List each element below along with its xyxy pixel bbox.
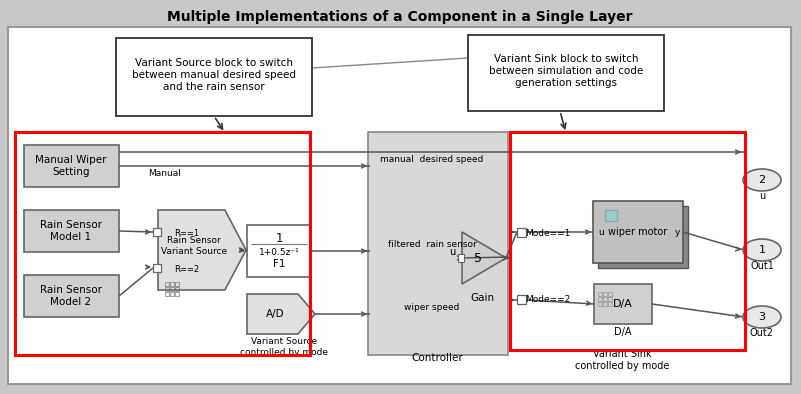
Text: Variant Sink block to switch
between simulation and code
generation settings: Variant Sink block to switch between sim… — [489, 54, 643, 88]
Text: manual  desired speed: manual desired speed — [380, 154, 484, 164]
Bar — [605, 210, 617, 221]
Bar — [153, 264, 161, 272]
Bar — [603, 292, 607, 296]
Bar — [175, 287, 179, 291]
Bar — [517, 295, 526, 304]
Bar — [175, 282, 179, 286]
Bar — [170, 287, 174, 291]
Bar — [603, 297, 607, 301]
Text: R==1: R==1 — [174, 229, 199, 238]
Bar — [458, 254, 464, 262]
Text: wiper speed: wiper speed — [405, 303, 460, 312]
Bar — [24, 145, 119, 187]
Bar — [598, 302, 602, 306]
Text: Variant Source
controlled by mode: Variant Source controlled by mode — [240, 337, 328, 357]
Ellipse shape — [743, 239, 781, 261]
Bar — [598, 206, 688, 268]
Bar — [598, 297, 602, 301]
Text: F1: F1 — [273, 259, 285, 269]
Text: Rain Sensor
Model 2: Rain Sensor Model 2 — [40, 285, 102, 307]
Bar — [165, 282, 169, 286]
Bar — [170, 282, 174, 286]
Text: 2: 2 — [759, 175, 766, 185]
Text: Variant Sink
controlled by mode: Variant Sink controlled by mode — [575, 349, 669, 371]
Bar — [608, 297, 612, 301]
Bar — [170, 292, 174, 296]
Text: D/A: D/A — [614, 327, 632, 337]
Ellipse shape — [743, 169, 781, 191]
Text: R==2: R==2 — [174, 266, 199, 275]
Bar — [24, 210, 119, 252]
Bar — [468, 35, 664, 111]
Text: Controller: Controller — [411, 353, 463, 363]
Text: wiper motor: wiper motor — [609, 227, 667, 237]
Text: u: u — [598, 227, 604, 236]
Text: 1: 1 — [276, 232, 283, 245]
Text: Manual Wiper
Setting: Manual Wiper Setting — [35, 155, 107, 177]
Bar — [603, 302, 607, 306]
Text: Mode==1: Mode==1 — [525, 229, 570, 238]
Text: u: u — [449, 247, 455, 257]
Text: Gain: Gain — [470, 293, 494, 303]
Bar — [608, 292, 612, 296]
Ellipse shape — [743, 306, 781, 328]
Text: Multiple Implementations of a Component in a Single Layer: Multiple Implementations of a Component … — [167, 10, 633, 24]
Polygon shape — [462, 232, 506, 284]
Text: A/D: A/D — [266, 309, 284, 319]
Text: Out1: Out1 — [750, 261, 774, 271]
Bar — [368, 132, 508, 355]
Text: Out2: Out2 — [750, 328, 774, 338]
Bar — [165, 287, 169, 291]
Text: y: y — [674, 227, 680, 236]
Bar — [116, 38, 312, 116]
Bar — [517, 228, 526, 237]
Bar — [153, 228, 161, 236]
Text: 3: 3 — [759, 312, 766, 322]
Bar — [510, 132, 745, 350]
Bar — [24, 275, 119, 317]
Text: u: u — [759, 191, 765, 201]
Bar — [598, 292, 602, 296]
Bar — [593, 201, 683, 263]
Text: filtered  rain sensor: filtered rain sensor — [388, 240, 477, 249]
Text: D/A: D/A — [613, 299, 633, 309]
Text: Rain Sensor
Model 1: Rain Sensor Model 1 — [40, 220, 102, 242]
Bar — [175, 292, 179, 296]
Text: Rain Sensor
Variant Source: Rain Sensor Variant Source — [161, 236, 227, 256]
Text: Mode==2: Mode==2 — [525, 296, 570, 305]
Bar — [608, 302, 612, 306]
Text: 1: 1 — [759, 245, 766, 255]
Bar — [15, 132, 310, 355]
Text: 1+0.5z⁻¹: 1+0.5z⁻¹ — [259, 247, 300, 256]
Text: Manual: Manual — [148, 169, 181, 178]
Text: 5: 5 — [474, 251, 482, 264]
Bar — [165, 292, 169, 296]
Polygon shape — [247, 294, 315, 334]
Polygon shape — [158, 210, 246, 290]
Bar — [247, 225, 311, 277]
Text: Variant Source block to switch
between manual desired speed
and the rain sensor: Variant Source block to switch between m… — [132, 58, 296, 93]
Bar — [594, 284, 652, 324]
